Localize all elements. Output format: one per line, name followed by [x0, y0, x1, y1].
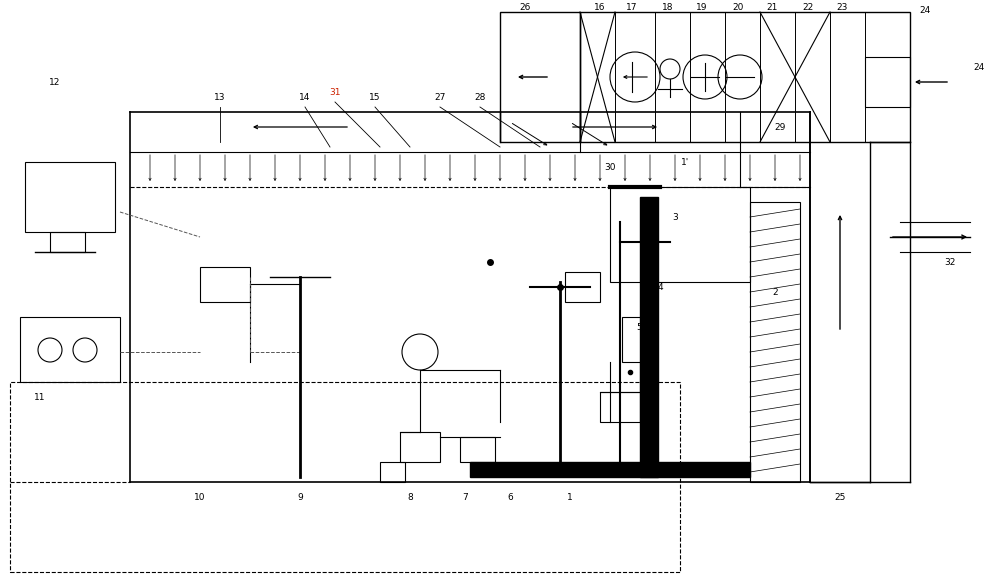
- Bar: [200, 267, 250, 302]
- Bar: [750, 202, 800, 482]
- Text: 22: 22: [802, 2, 814, 12]
- Bar: [580, 12, 910, 142]
- Bar: [622, 317, 657, 362]
- Text: 4: 4: [657, 282, 663, 292]
- Bar: [400, 432, 440, 462]
- Bar: [10, 382, 680, 572]
- Text: 23: 23: [836, 2, 848, 12]
- Text: 16: 16: [594, 2, 606, 12]
- Text: 8: 8: [407, 492, 413, 502]
- Text: 17: 17: [626, 2, 638, 12]
- Bar: [500, 12, 580, 142]
- Text: 31: 31: [329, 87, 341, 97]
- Text: 10: 10: [194, 492, 206, 502]
- Bar: [565, 272, 600, 302]
- Text: 28: 28: [474, 93, 486, 101]
- Text: 30: 30: [604, 162, 616, 172]
- Text: 27: 27: [434, 93, 446, 101]
- Text: 14: 14: [299, 93, 311, 101]
- Text: 29: 29: [774, 122, 786, 132]
- Bar: [20, 317, 120, 382]
- Text: 12: 12: [49, 77, 61, 87]
- Text: 13: 13: [214, 93, 226, 101]
- Text: 20: 20: [732, 2, 744, 12]
- Bar: [25, 162, 115, 232]
- Text: 2: 2: [772, 288, 778, 296]
- Text: 6: 6: [507, 492, 513, 502]
- Text: 3: 3: [672, 212, 678, 222]
- Bar: [50, 232, 85, 252]
- Text: 24: 24: [919, 5, 931, 15]
- Text: 1': 1': [681, 158, 689, 166]
- Bar: [640, 197, 658, 477]
- Text: 24: 24: [974, 62, 985, 72]
- Text: 7: 7: [462, 492, 468, 502]
- Bar: [470, 462, 750, 477]
- Text: 5': 5': [636, 322, 644, 332]
- Bar: [865, 57, 910, 107]
- Text: 1: 1: [567, 492, 573, 502]
- Text: 18: 18: [662, 2, 674, 12]
- Bar: [460, 437, 495, 462]
- Text: 11: 11: [34, 392, 46, 402]
- Text: 21: 21: [766, 2, 778, 12]
- Text: 9: 9: [297, 492, 303, 502]
- Text: 26: 26: [519, 2, 531, 12]
- Text: 25: 25: [834, 492, 846, 502]
- Bar: [380, 462, 405, 482]
- Text: 32: 32: [944, 257, 956, 267]
- Text: 19: 19: [696, 2, 708, 12]
- Bar: [610, 187, 750, 282]
- Bar: [600, 392, 650, 422]
- Text: 15: 15: [369, 93, 381, 101]
